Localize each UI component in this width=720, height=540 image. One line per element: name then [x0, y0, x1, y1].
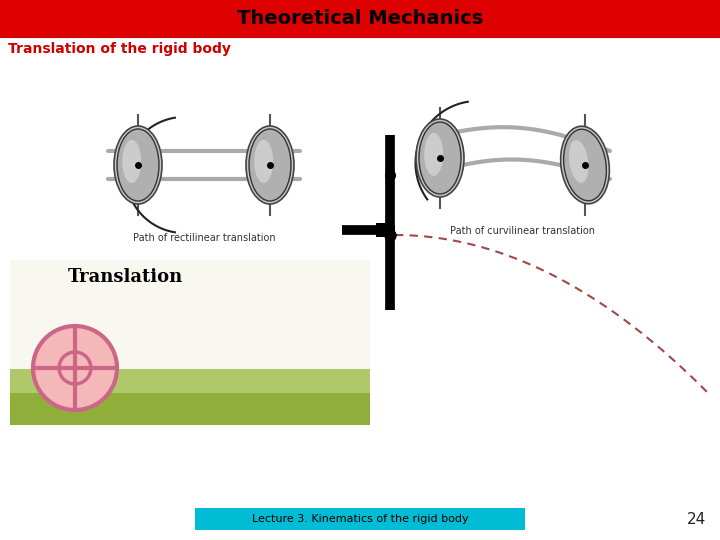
Ellipse shape — [569, 140, 588, 183]
Text: Translation: Translation — [68, 268, 183, 286]
Bar — [10, 370, 370, 425]
Bar — [10, 369, 370, 393]
Ellipse shape — [254, 140, 273, 183]
Circle shape — [33, 326, 117, 410]
Text: 24: 24 — [688, 511, 706, 526]
Ellipse shape — [122, 140, 141, 183]
Bar — [0, 0, 720, 36]
Bar — [195, 508, 525, 530]
Text: Path of curvilinear translation: Path of curvilinear translation — [450, 226, 595, 236]
Ellipse shape — [249, 129, 291, 201]
Bar — [10, 260, 370, 425]
Text: Path of rectilinear translation: Path of rectilinear translation — [132, 233, 275, 243]
Ellipse shape — [561, 126, 609, 204]
Ellipse shape — [424, 133, 443, 176]
Text: Lecture 3. Kinematics of the rigid body: Lecture 3. Kinematics of the rigid body — [252, 514, 468, 524]
Bar — [376, 223, 390, 237]
Ellipse shape — [416, 119, 464, 197]
Ellipse shape — [246, 126, 294, 204]
Ellipse shape — [564, 129, 606, 201]
Ellipse shape — [117, 129, 159, 201]
Ellipse shape — [114, 126, 162, 204]
Text: Translation of the rigid body: Translation of the rigid body — [8, 42, 231, 56]
Text: Theoretical Mechanics: Theoretical Mechanics — [237, 9, 483, 28]
Ellipse shape — [419, 122, 461, 194]
